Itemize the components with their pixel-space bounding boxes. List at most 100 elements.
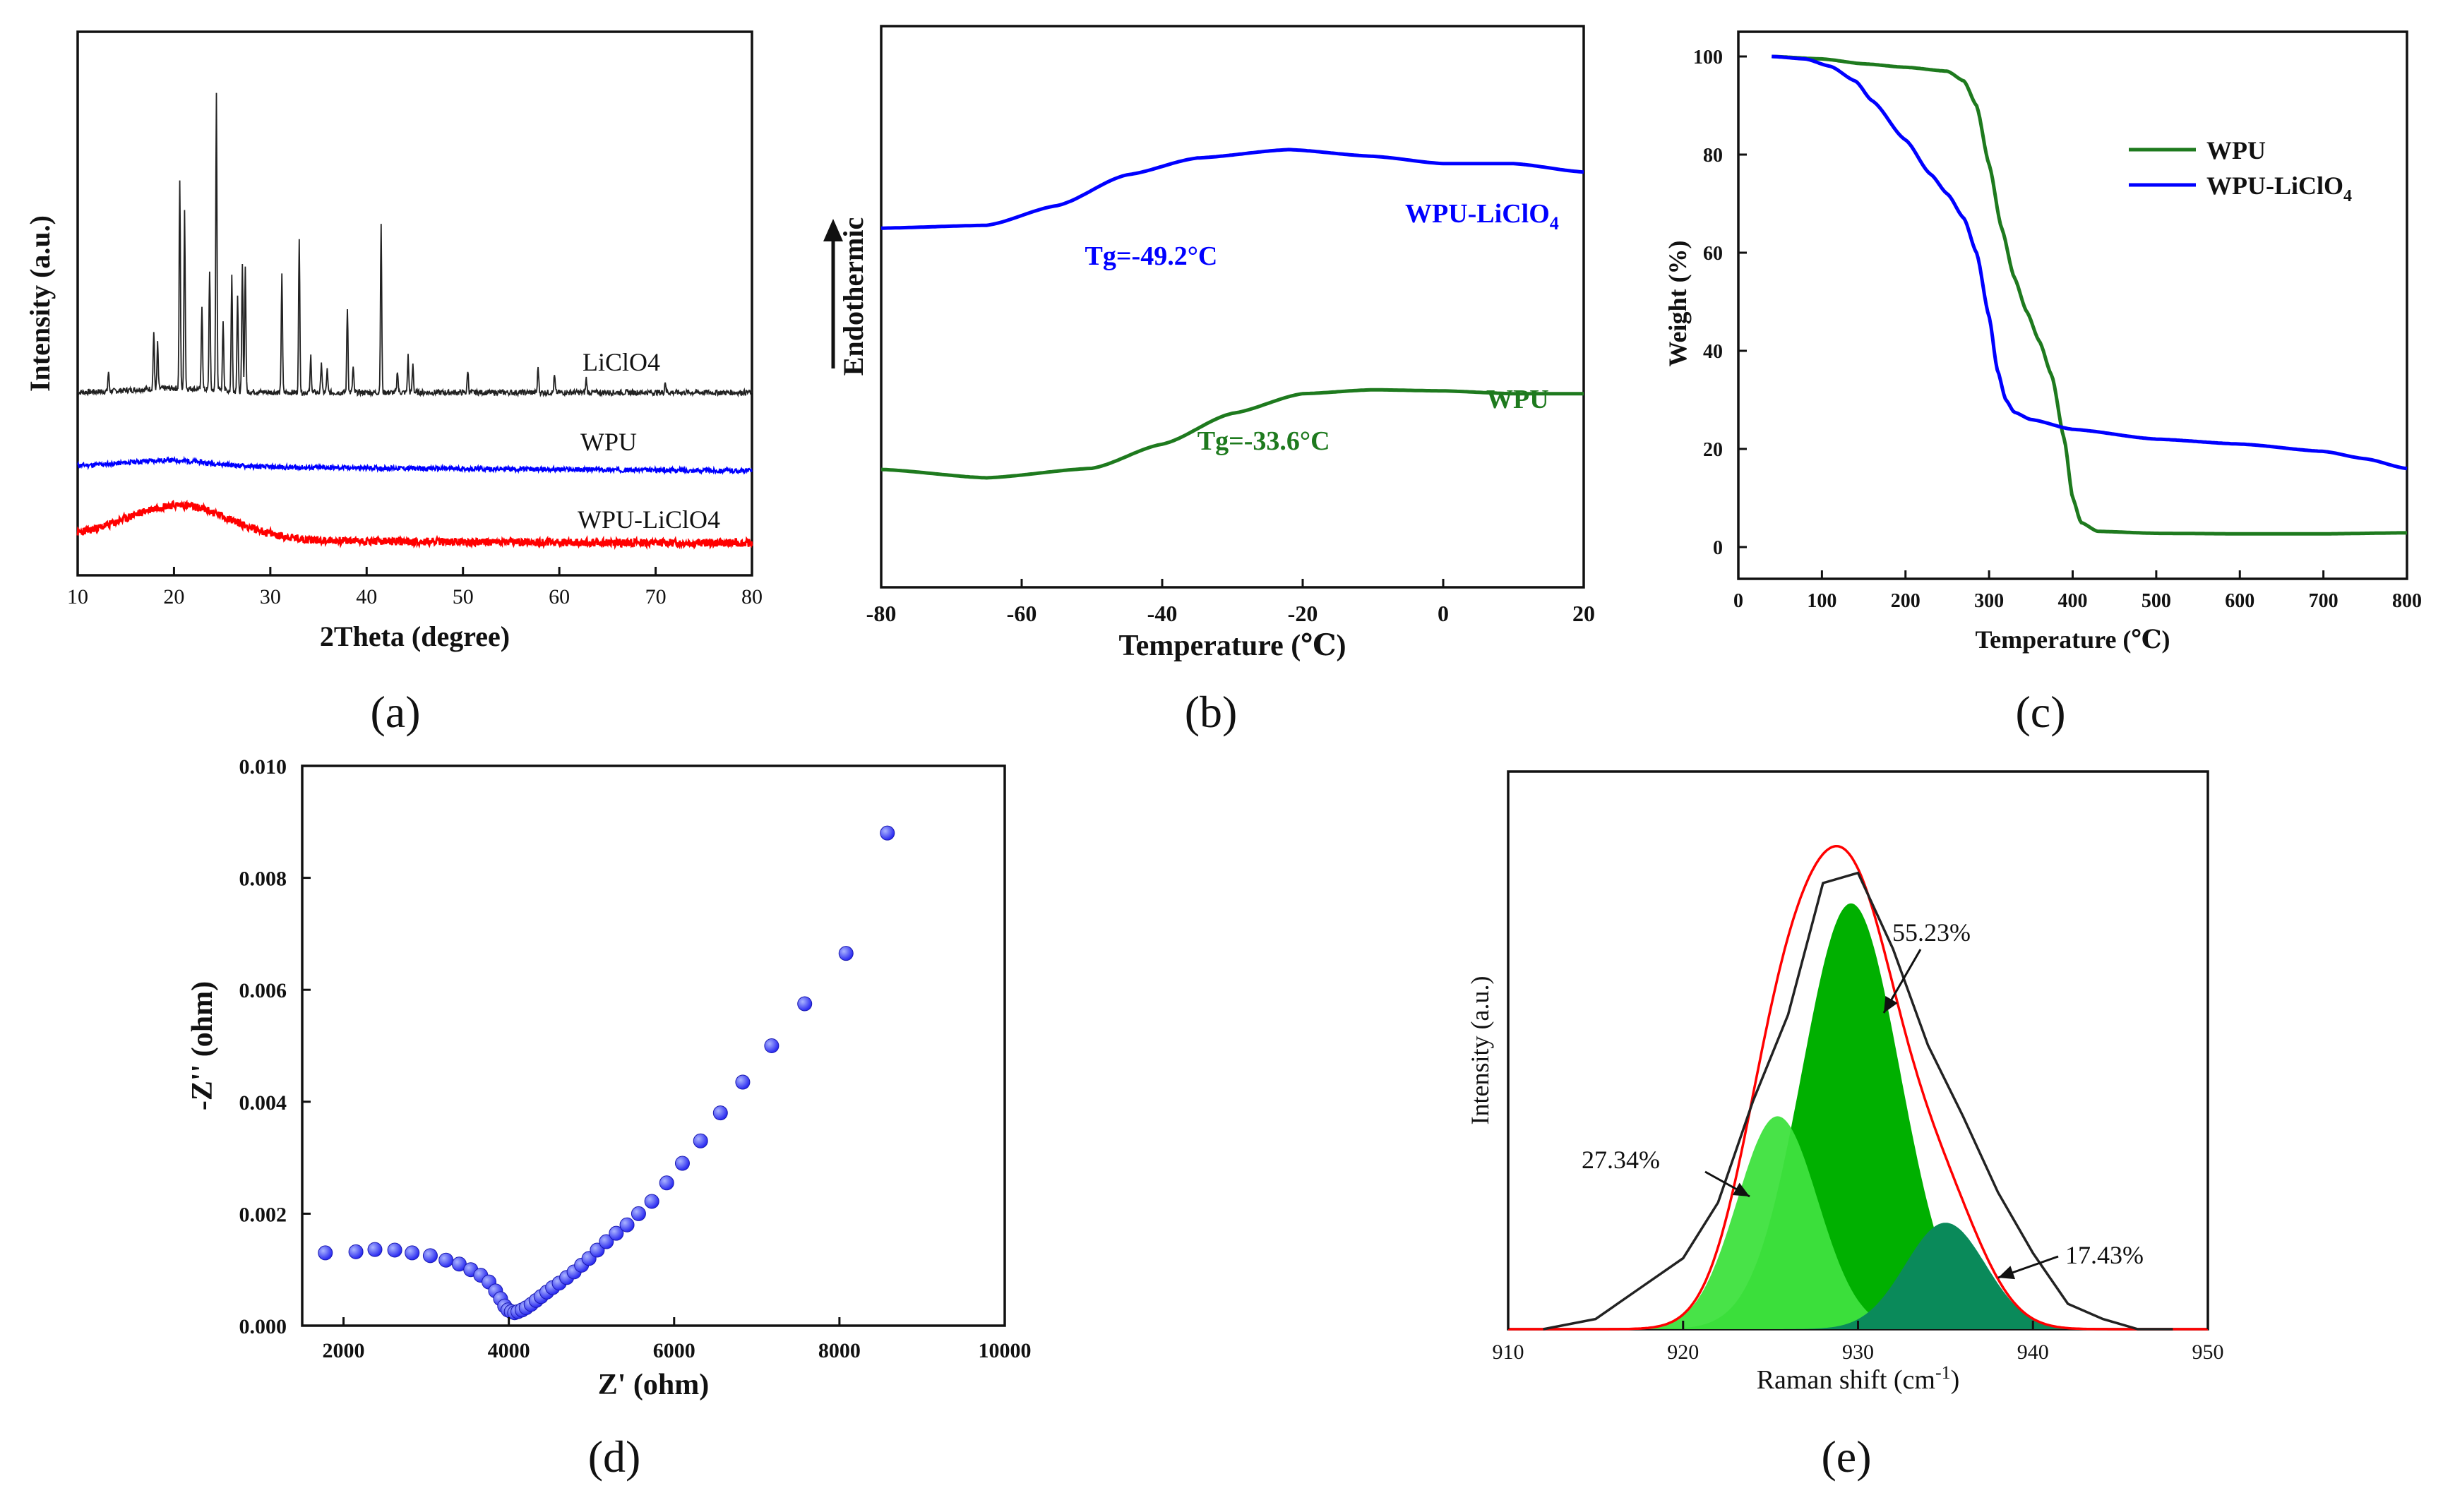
- scatter-point: [631, 1206, 646, 1221]
- x-axis-title: 2Theta (degree): [320, 620, 510, 652]
- x-tick-label: 700: [2309, 590, 2338, 612]
- x-tick-label: 8000: [818, 1339, 861, 1362]
- series-label-wpu-liclo4: WPU-LiClO4: [1405, 199, 1559, 234]
- x-tick-label: 20: [1572, 601, 1595, 626]
- series-label-wpu: WPU: [1486, 385, 1549, 414]
- tg-annotation-wpu-liclo4: Tg=-49.2°C: [1085, 241, 1218, 271]
- y-tick-label: 0.006: [239, 979, 287, 1002]
- scatter-point: [599, 1234, 614, 1249]
- panel-e: 27.34% 55.23% 17.43% 910 920 930 940 950 Raman s…: [1466, 770, 2224, 1482]
- tg-annotation-wpu: Tg=-33.6°C: [1197, 426, 1330, 456]
- panel-b: WPU-LiClO4 WPU Tg=-49.2°C Tg=-33.6°C Endothe…: [823, 25, 1595, 737]
- panel-label: (e): [1821, 1432, 1871, 1482]
- scatter-point: [619, 1217, 635, 1232]
- scatter-point: [644, 1194, 659, 1209]
- scatter-point: [318, 1245, 333, 1261]
- x-tick-label: -40: [1147, 601, 1178, 626]
- x-tick-label: -60: [1007, 601, 1037, 626]
- x-tick-label: 400: [2058, 590, 2088, 612]
- scatter-point: [712, 1105, 728, 1121]
- panel-d: 2000 4000 6000 8000 10000 0.000 0.002 0.004 0.00…: [186, 755, 1032, 1482]
- series-line-wpu: [76, 455, 753, 476]
- panel-label: (c): [2015, 687, 2065, 737]
- legend-label-subscript: 4: [2343, 187, 2352, 205]
- y-tick-label: 0.002: [239, 1203, 287, 1226]
- series-line-wpu-liclo4: [881, 148, 1584, 230]
- x-tick-label: 100: [1807, 590, 1836, 612]
- panel-label: (b): [1185, 687, 1238, 737]
- x-axis-title-tail: ): [1951, 1365, 1960, 1395]
- panel-label: (d): [588, 1432, 641, 1482]
- series-line-liclo4: [77, 92, 753, 398]
- x-tick-label: 10: [67, 585, 88, 608]
- x-tick-label: 940: [2017, 1340, 2049, 1364]
- scatter-point: [405, 1245, 420, 1261]
- x-tick-label: 4000: [488, 1339, 530, 1362]
- x-tick-label: 800: [2392, 590, 2422, 612]
- component-label-2: 17.43%: [2065, 1241, 2144, 1269]
- x-axis-title: Raman shift (cm-1): [1757, 1362, 1960, 1395]
- y-axis-title: -Z'' (ohm): [186, 981, 219, 1110]
- annotation-arrowhead-0: [1732, 1182, 1750, 1196]
- scatter-point: [797, 996, 813, 1012]
- series-label-wpu: WPU: [580, 428, 637, 456]
- scatter-point: [422, 1248, 438, 1264]
- annotation-arrowhead-1: [1884, 995, 1898, 1013]
- x-axis-title: Temperature (℃): [1118, 630, 1346, 662]
- component-label-0: 27.34%: [1582, 1146, 1660, 1174]
- measured-curve: [1543, 871, 2173, 1331]
- series-line-wpu: [1772, 54, 2408, 536]
- x-tick-label: 70: [645, 585, 667, 608]
- scatter-point: [609, 1225, 624, 1241]
- scatter-point: [735, 1074, 751, 1090]
- y-tick-label: 20: [1703, 439, 1723, 461]
- x-tick-label: 50: [453, 585, 474, 608]
- series-label-subscript: 4: [1550, 213, 1559, 234]
- legend-label-wpu: WPU: [2206, 136, 2266, 164]
- component-label-1: 55.23%: [1892, 918, 1971, 947]
- x-tick-label: 0: [1733, 590, 1743, 612]
- y-tick-label: 0: [1713, 537, 1723, 559]
- scatter-point: [693, 1133, 708, 1148]
- scatter-point: [838, 946, 854, 961]
- plot-frame: [880, 25, 1585, 589]
- x-tick-label: 500: [2142, 590, 2171, 612]
- x-tick-label: 10000: [979, 1339, 1032, 1362]
- x-tick-label: 6000: [653, 1339, 695, 1362]
- x-tick-label: 0: [1438, 601, 1449, 626]
- scatter-point: [880, 825, 895, 841]
- series-line-wpu: [880, 388, 1584, 480]
- component-peak-1: [1508, 903, 2208, 1329]
- y-tick-label: 80: [1703, 145, 1723, 167]
- x-tick-label: 2000: [323, 1339, 365, 1362]
- x-tick-label: 920: [1667, 1340, 1699, 1364]
- x-tick-label: 80: [741, 585, 763, 608]
- series-line-wpu-liclo4: [76, 499, 753, 551]
- x-tick-label: 60: [549, 585, 570, 608]
- panel-label: (a): [370, 687, 420, 737]
- fit-curve: [1508, 844, 2208, 1331]
- y-tick-label: 60: [1703, 243, 1723, 265]
- x-tick-label: -20: [1288, 601, 1318, 626]
- y-tick-label: 0.008: [239, 868, 287, 891]
- scatter-point: [387, 1242, 402, 1258]
- scatter-point: [764, 1038, 779, 1053]
- y-axis-title: Intensity (a.u.): [24, 215, 56, 392]
- x-tick-label: -80: [866, 601, 897, 626]
- y-axis-title: Weight (%): [1663, 241, 1692, 367]
- panel-a: LiClO4 WPU WPU-LiClO4 10 20 30 40 50 60 70 80 2Thet…: [24, 30, 763, 737]
- scatter-point: [438, 1252, 454, 1268]
- plot-frame: [301, 764, 1006, 1327]
- x-tick-label: 600: [2225, 590, 2254, 612]
- annotation-arrowhead-2: [1998, 1266, 2016, 1280]
- x-tick-label: 20: [163, 585, 184, 608]
- x-tick-label: 300: [1974, 590, 2004, 612]
- scatter-point: [659, 1175, 674, 1191]
- scatter-point: [674, 1156, 690, 1171]
- y-tick-label: 0.000: [239, 1315, 287, 1338]
- endothermic-arrow-head: [823, 219, 843, 241]
- scatter-point: [348, 1244, 364, 1259]
